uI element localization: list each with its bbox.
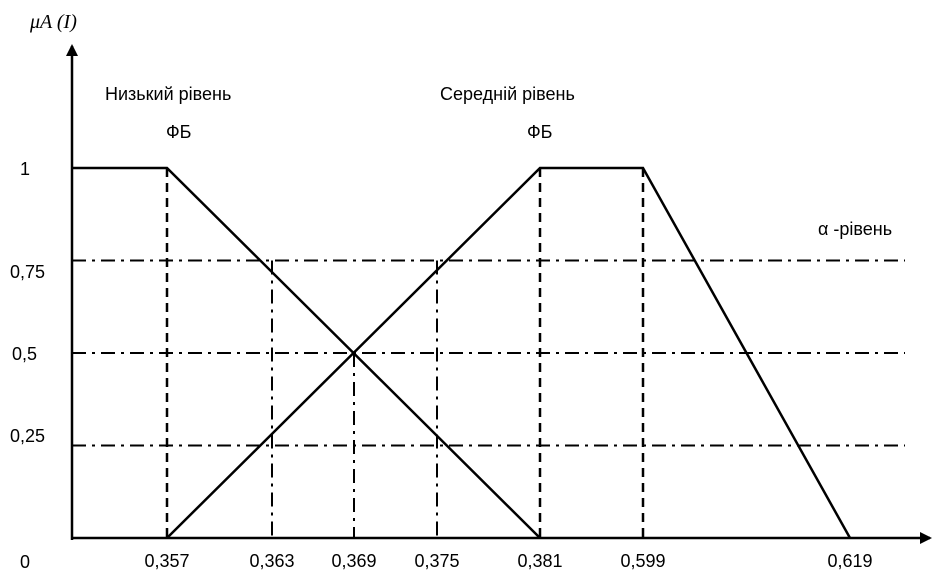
y-tick-label-025: 0,25	[10, 426, 45, 446]
x-tick-label: 0,369	[331, 551, 376, 571]
y-axis-label: μA (I)	[29, 11, 77, 33]
series-label-low-line2: ФБ	[166, 122, 192, 142]
x-tick-label: 0,357	[144, 551, 189, 571]
y-tick-label-05: 0,5	[12, 344, 37, 364]
series-label-low-line1: Низький рівень	[105, 84, 231, 104]
x-tick-labels: 0,357 0,363 0,369 0,375 0,381 0,599 0,619	[144, 551, 872, 571]
y-tick-label-075: 0,75	[10, 262, 45, 282]
x-tick-label: 0,599	[620, 551, 665, 571]
series-layer	[72, 166, 852, 539]
origin-label: 0	[20, 552, 30, 572]
series-line-mid	[166, 166, 852, 539]
series-label-mid-line2: ФБ	[527, 122, 553, 142]
x-tick-label: 0,619	[827, 551, 872, 571]
grid-layer	[72, 168, 905, 538]
series-line-low	[72, 166, 541, 539]
x-tick-label: 0,381	[517, 551, 562, 571]
alpha-level-label: α -рівень	[818, 219, 892, 239]
y-tick-label-1: 1	[20, 159, 30, 179]
x-tick-label: 0,363	[249, 551, 294, 571]
series-label-mid-line1: Середній рівень	[440, 84, 575, 104]
x-tick-label: 0,375	[414, 551, 459, 571]
